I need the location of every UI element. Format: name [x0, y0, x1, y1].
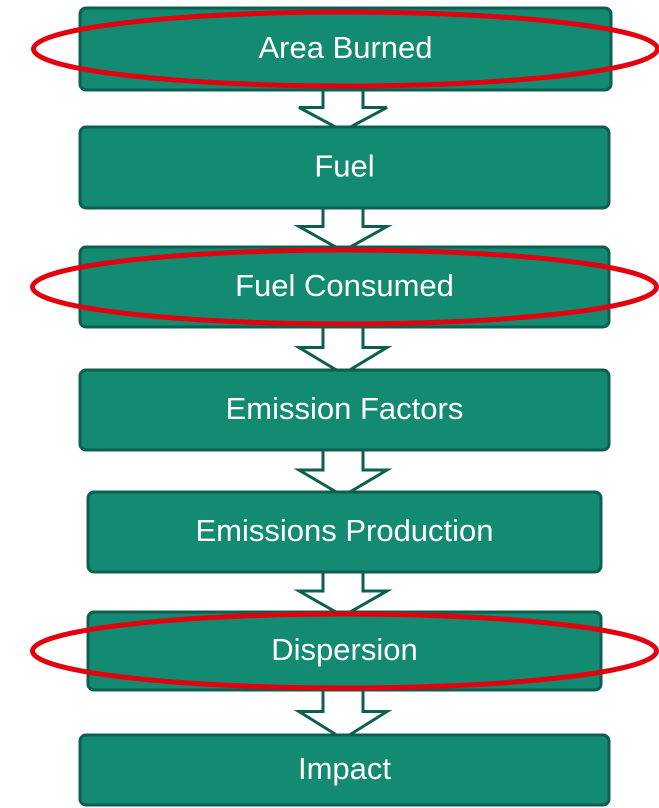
step-box: [78, 6, 613, 92]
flow-arrow: [293, 682, 393, 741]
step-label: Emissions Production: [195, 513, 493, 548]
flow-arrow: [293, 319, 393, 376]
step-label: Area Burned: [258, 30, 432, 65]
highlight-ring: [30, 611, 659, 691]
step-label: Fuel: [314, 149, 374, 184]
step-box: [78, 368, 611, 452]
flow-arrow: [293, 442, 393, 498]
step-label: Emission Factors: [226, 391, 464, 426]
highlights: [30, 9, 659, 691]
highlight-ring: [31, 9, 659, 89]
step-box: [78, 245, 611, 329]
step-box: [78, 733, 611, 807]
step-label: Fuel Consumed: [235, 268, 454, 303]
step-box: [86, 490, 603, 574]
step-box: [78, 125, 611, 210]
highlight-ring: [30, 247, 659, 327]
boxes: Area Burned Fuel Fuel Consumed Emission Fac…: [78, 6, 613, 807]
step-label: Impact: [298, 751, 391, 786]
step-label: Dispersion: [271, 632, 417, 667]
